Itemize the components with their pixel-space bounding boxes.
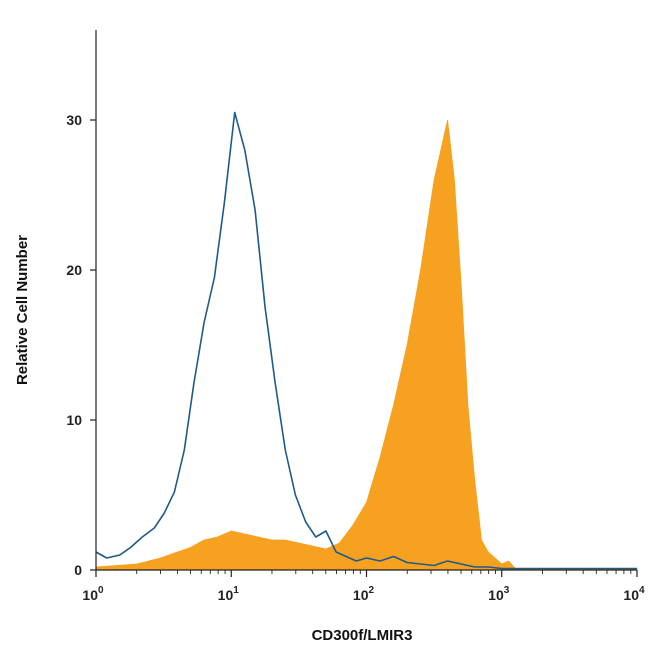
axes-layer <box>95 30 637 571</box>
y-tick-label-30: 30 <box>66 112 82 128</box>
y-tick-label-10: 10 <box>66 412 82 428</box>
y-axis-title: Relative Cell Number <box>14 235 31 385</box>
x-tick-label-10000: 104 <box>623 585 645 603</box>
y-tick-label-20: 20 <box>66 262 82 278</box>
series-0-outline-histogram <box>95 111 637 570</box>
y-tick-label-0: 0 <box>74 562 82 578</box>
series-1-filled-histogram <box>95 119 638 571</box>
x-tick-label-1000: 103 <box>488 585 510 603</box>
x-axis-title: CD300f/LMIR3 <box>312 627 413 644</box>
ticks-layer: 0 10 20 30 100 101 102 103 104 <box>66 112 645 603</box>
x-tick-label-1: 100 <box>82 585 104 603</box>
series-layer <box>95 111 638 571</box>
x-tick-label-10: 101 <box>218 585 240 603</box>
x-tick-label-100: 102 <box>353 585 375 603</box>
